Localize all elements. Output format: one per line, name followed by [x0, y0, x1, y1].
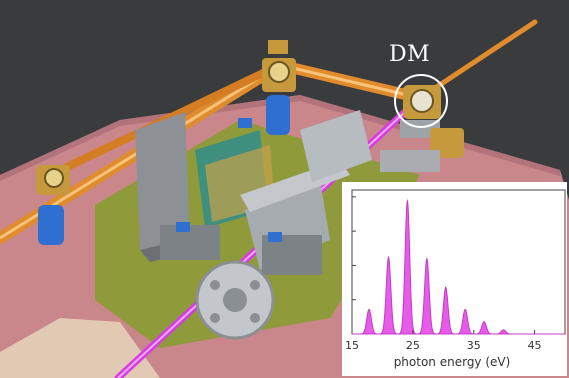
dm-callout-label: DM	[389, 42, 431, 67]
x-tick-label: 35	[467, 339, 481, 352]
x-tick-label: 15	[345, 339, 359, 352]
x-axis-ticks: 15 25 35 45	[345, 196, 542, 352]
spectrum-inset: 15 25 35 45 photon energy (eV)	[342, 182, 567, 376]
dm-callout-circle	[394, 74, 448, 128]
x-tick-label: 45	[528, 339, 542, 352]
dm-mirror	[403, 85, 441, 119]
spectrum-chart: 15 25 35 45 photon energy (eV)	[345, 189, 566, 369]
plot-frame	[351, 189, 566, 335]
spectrum-area	[352, 198, 565, 335]
x-tick-label: 25	[406, 339, 420, 352]
vacuum-chambers	[135, 110, 440, 340]
x-axis-label: photon energy (eV)	[394, 355, 511, 369]
